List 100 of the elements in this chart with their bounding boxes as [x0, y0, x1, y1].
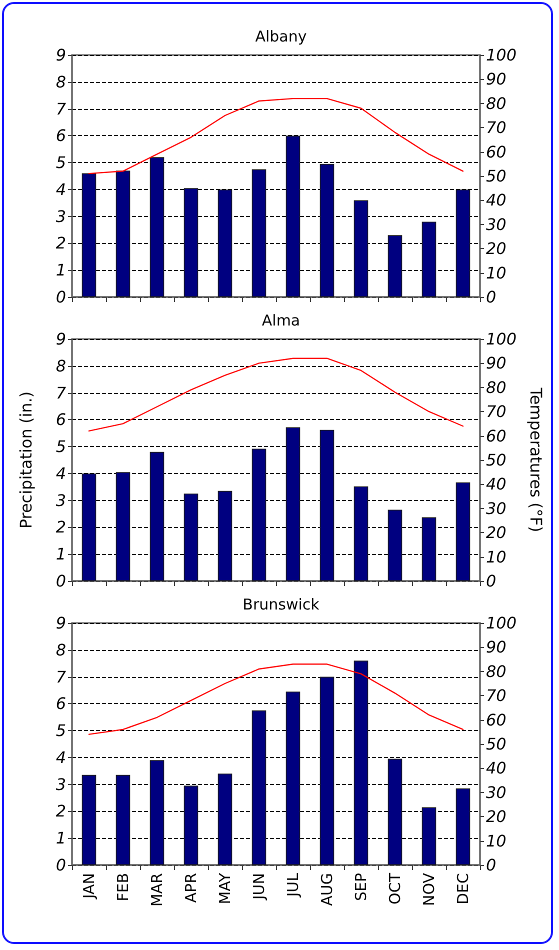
y2-tick-label: 90: [486, 70, 506, 89]
y2-tick-label: 50: [486, 166, 506, 186]
y2-tick-label: 80: [486, 378, 506, 397]
y2-tick-label: 0: [486, 856, 496, 874]
y-tick-label: 4: [56, 464, 66, 483]
bar: [422, 807, 436, 865]
bar: [218, 490, 232, 581]
y2-tick-label: 30: [486, 498, 506, 518]
y-tick-label: 1: [56, 544, 66, 564]
y2-tick-label: 20: [486, 807, 506, 826]
bar: [286, 427, 300, 581]
y2-tick-label: 0: [486, 288, 496, 306]
bar: [286, 692, 300, 865]
bar: [320, 164, 334, 297]
bar: [82, 774, 96, 865]
bar: [116, 774, 130, 865]
y-tick-label: 4: [56, 180, 66, 199]
y-axis-title: Precipitation (in.): [16, 391, 36, 529]
chart-title: Brunswick: [242, 596, 320, 614]
x-tick-label: NOV: [420, 872, 438, 906]
bar: [286, 136, 300, 297]
bar: [456, 189, 470, 297]
x-tick-label: SEP: [352, 873, 370, 902]
bar: [252, 710, 266, 865]
y2-tick-label: 100: [486, 614, 517, 632]
y-tick-label: 7: [56, 667, 67, 686]
bar: [388, 235, 402, 297]
line-series: [88, 664, 464, 735]
bar: [354, 200, 368, 297]
y2-axis-title: Temperatures (°F): [526, 386, 546, 532]
y2-tick-label: 10: [486, 263, 506, 282]
bar: [252, 169, 266, 297]
x-tick-label: AUG: [318, 873, 336, 906]
y2-tick-label: 100: [486, 46, 517, 64]
bar: [354, 486, 368, 581]
y2-tick-label: 60: [486, 142, 506, 162]
y-tick-label: 2: [56, 234, 66, 253]
bar: [116, 170, 130, 297]
y-tick-label: 8: [56, 356, 66, 376]
y2-tick-label: 40: [486, 758, 506, 778]
bar: [252, 448, 266, 581]
bar: [354, 660, 368, 865]
y2-tick-label: 60: [486, 426, 506, 446]
x-tick-label: DEC: [454, 873, 472, 905]
bar: [150, 760, 164, 865]
y-tick-label: 3: [56, 490, 66, 510]
bar: [150, 452, 164, 581]
x-tick-label: OCT: [386, 872, 404, 904]
bar: [422, 222, 436, 297]
line-series: [88, 98, 464, 174]
y2-tick-label: 100: [486, 330, 517, 348]
y-tick-label: 5: [56, 437, 66, 456]
bar: [184, 188, 198, 297]
y-tick-label: 9: [56, 330, 66, 348]
y-tick-label: 0: [56, 572, 66, 590]
y-tick-label: 7: [56, 99, 67, 118]
bar: [82, 173, 96, 297]
y2-tick-label: 70: [486, 118, 506, 138]
bar: [184, 494, 198, 581]
y2-tick-label: 30: [486, 782, 506, 802]
y-tick-label: 1: [56, 828, 66, 848]
bar: [456, 482, 470, 581]
bar: [388, 510, 402, 581]
bar: [320, 430, 334, 581]
y2-tick-label: 50: [486, 734, 506, 754]
x-tick-label: MAY: [216, 872, 234, 904]
line-series: [88, 358, 464, 432]
y2-tick-label: 0: [486, 572, 496, 590]
chart-title: Alma: [262, 312, 300, 330]
y-tick-label: 5: [56, 153, 66, 172]
y-tick-label: 2: [56, 802, 66, 821]
y2-tick-label: 40: [486, 190, 506, 210]
y2-tick-label: 20: [486, 523, 506, 542]
y2-tick-label: 30: [486, 214, 506, 234]
bar: [116, 472, 130, 581]
bar: [82, 473, 96, 581]
y-tick-label: 1: [56, 260, 66, 280]
bar: [184, 786, 198, 865]
y2-tick-label: 10: [486, 831, 506, 850]
y2-tick-label: 80: [486, 662, 506, 681]
y-tick-label: 8: [56, 72, 66, 92]
y-tick-label: 6: [56, 126, 66, 146]
y2-tick-label: 50: [486, 450, 506, 470]
bar: [150, 157, 164, 297]
y2-tick-label: 90: [486, 354, 506, 373]
y-tick-label: 9: [56, 614, 66, 632]
x-tick-label: JUL: [284, 872, 302, 898]
y2-tick-label: 80: [486, 94, 506, 113]
y2-tick-label: 60: [486, 710, 506, 730]
y-tick-label: 7: [56, 383, 67, 402]
bar: [456, 788, 470, 865]
bar: [388, 758, 402, 865]
y-tick-label: 9: [56, 46, 66, 64]
x-tick-label: APR: [182, 873, 200, 903]
chart-title: Albany: [255, 28, 307, 46]
x-tick-label: JAN: [80, 873, 98, 900]
y-tick-label: 3: [56, 206, 66, 226]
x-tick-label: MAR: [148, 873, 166, 907]
bar: [218, 774, 232, 865]
bar: [422, 517, 436, 581]
